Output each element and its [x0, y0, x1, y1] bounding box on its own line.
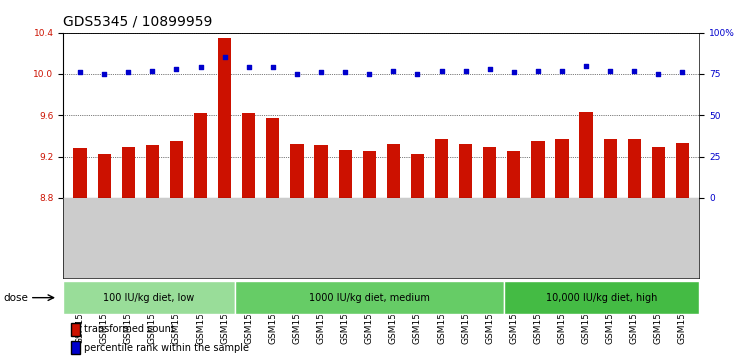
Point [267, 65, 279, 70]
Point [147, 68, 158, 74]
Point [339, 69, 351, 75]
Text: percentile rank within the sample: percentile rank within the sample [84, 343, 249, 352]
Point [411, 71, 423, 77]
Bar [170, 141, 183, 198]
Point [122, 69, 134, 75]
Point [676, 69, 688, 75]
Bar [555, 139, 568, 198]
Bar [218, 38, 231, 198]
Point [74, 69, 86, 75]
Point [243, 65, 254, 70]
Bar [411, 155, 424, 198]
Bar [290, 144, 304, 198]
Text: GDS5345 / 10899959: GDS5345 / 10899959 [63, 15, 213, 29]
Bar [483, 147, 496, 198]
Point [460, 68, 472, 74]
Bar [435, 139, 448, 198]
Bar [459, 144, 472, 198]
Bar [531, 141, 545, 198]
Bar [603, 139, 617, 198]
Bar [74, 148, 87, 198]
Bar [339, 150, 352, 198]
Bar [242, 113, 255, 198]
Bar [387, 144, 400, 198]
Point [291, 71, 303, 77]
Bar [676, 143, 689, 198]
Text: 1000 IU/kg diet, medium: 1000 IU/kg diet, medium [309, 293, 429, 303]
Bar [122, 147, 135, 198]
Point [484, 66, 496, 72]
Point [170, 66, 182, 72]
Text: 10,000 IU/kg diet, high: 10,000 IU/kg diet, high [546, 293, 657, 303]
Point [435, 68, 447, 74]
Bar [266, 118, 280, 198]
Point [556, 68, 568, 74]
Point [580, 63, 592, 69]
Point [388, 68, 400, 74]
Bar [507, 151, 521, 198]
Point [219, 54, 231, 60]
Point [363, 71, 375, 77]
Point [195, 65, 207, 70]
Bar [362, 151, 376, 198]
Bar [652, 147, 665, 198]
Bar [146, 145, 159, 198]
Point [652, 71, 664, 77]
Point [508, 69, 520, 75]
Point [629, 68, 641, 74]
Text: dose: dose [4, 293, 28, 303]
Text: transformed count: transformed count [84, 325, 175, 334]
Bar [628, 139, 641, 198]
Point [98, 71, 110, 77]
Bar [315, 145, 327, 198]
Point [604, 68, 616, 74]
Text: 100 IU/kg diet, low: 100 IU/kg diet, low [103, 293, 194, 303]
Bar [194, 113, 208, 198]
Point [532, 68, 544, 74]
Point [315, 69, 327, 75]
Bar [97, 155, 111, 198]
Bar [580, 112, 593, 198]
